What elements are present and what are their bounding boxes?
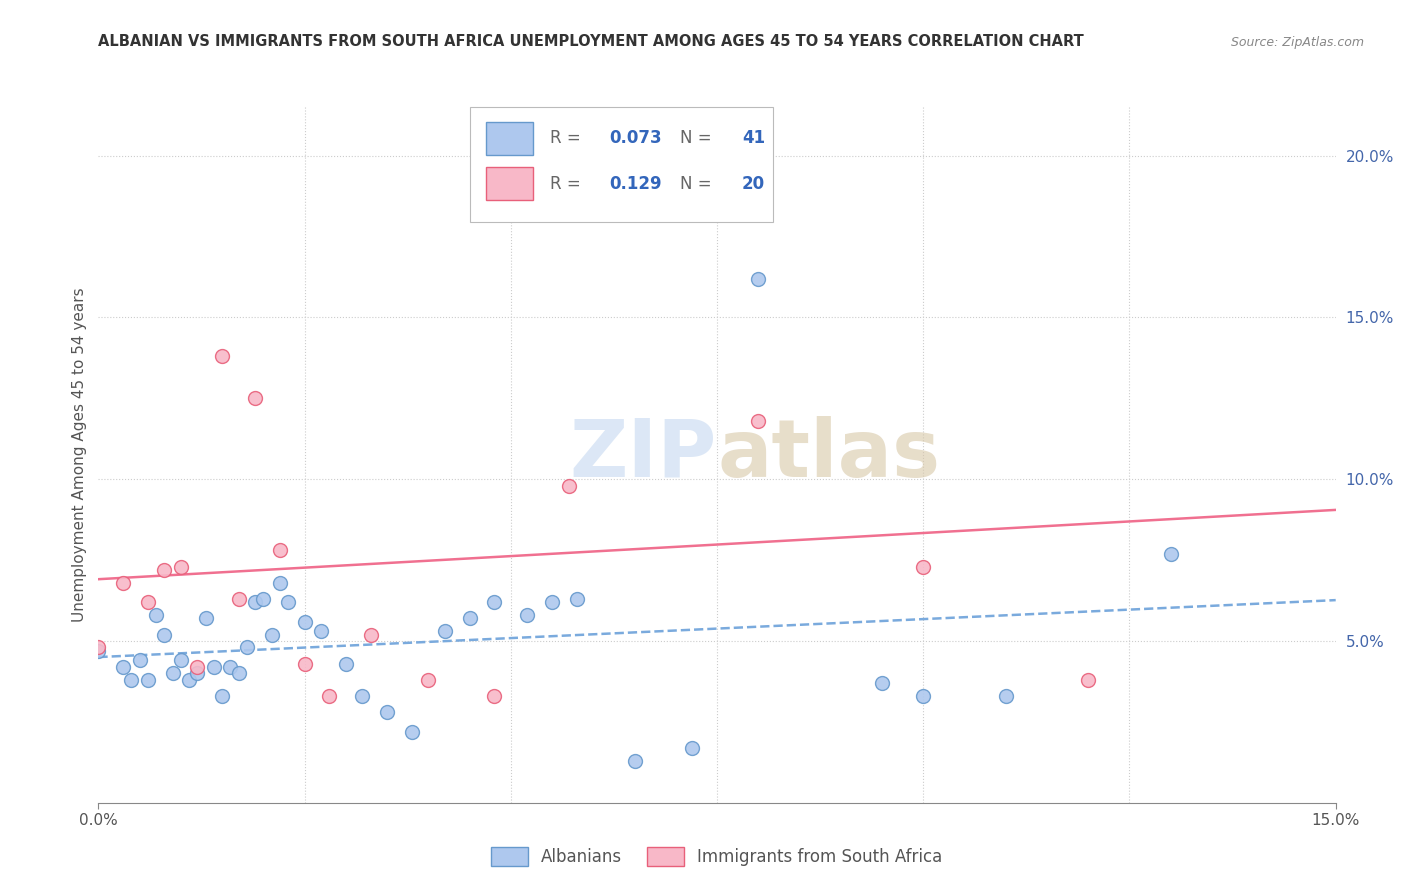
Point (153, 627, 176, 641)
Text: N =: N = (681, 175, 717, 193)
Point (516, 608, 538, 623)
Point (87, 640, 110, 655)
Point (194, 611, 217, 625)
Point (681, 740, 703, 755)
Point (202, 660, 225, 674)
Point (1160, 547, 1182, 561)
Point (170, 559, 193, 574)
Point (994, 689, 1017, 703)
Point (418, 673, 440, 687)
Legend: Albanians, Immigrants from South Africa: Albanians, Immigrants from South Africa (484, 838, 950, 874)
Point (170, 653, 193, 667)
Point (912, 559, 935, 574)
FancyBboxPatch shape (470, 107, 773, 222)
Point (360, 627, 382, 641)
Point (136, 673, 159, 687)
Point (136, 595, 159, 609)
Point (120, 673, 142, 687)
Point (294, 615, 316, 629)
FancyBboxPatch shape (485, 121, 533, 155)
Point (145, 608, 167, 623)
Point (186, 666, 208, 681)
Point (623, 754, 645, 768)
Point (128, 653, 150, 667)
Point (433, 624, 456, 639)
Text: 0.129: 0.129 (609, 175, 662, 193)
Point (112, 575, 135, 590)
Point (162, 666, 184, 681)
Point (484, 689, 506, 703)
Text: ZIP: ZIP (569, 416, 717, 494)
Text: N =: N = (681, 129, 717, 147)
Point (243, 595, 266, 609)
FancyBboxPatch shape (485, 167, 533, 201)
Text: R =: R = (550, 129, 586, 147)
Point (870, 676, 893, 690)
Point (294, 657, 316, 671)
Point (112, 660, 135, 674)
Point (747, 414, 769, 428)
Point (541, 595, 564, 609)
Point (211, 689, 233, 703)
Point (211, 349, 233, 363)
Point (375, 705, 398, 719)
Point (252, 591, 274, 606)
Point (565, 591, 588, 606)
Point (269, 543, 291, 558)
Point (623, 187, 645, 202)
Point (912, 689, 935, 703)
Text: 20: 20 (742, 175, 765, 193)
Text: Source: ZipAtlas.com: Source: ZipAtlas.com (1230, 36, 1364, 49)
Point (309, 624, 332, 639)
Point (260, 627, 283, 641)
Point (87, 643, 110, 657)
Point (179, 673, 201, 687)
Point (401, 724, 423, 739)
Point (219, 660, 242, 674)
Point (1077, 673, 1099, 687)
Point (236, 640, 259, 655)
Point (228, 591, 250, 606)
Y-axis label: Unemployment Among Ages 45 to 54 years: Unemployment Among Ages 45 to 54 years (72, 287, 87, 623)
Text: atlas: atlas (717, 416, 941, 494)
Point (352, 689, 374, 703)
Point (186, 660, 208, 674)
Text: R =: R = (550, 175, 586, 193)
Point (318, 689, 340, 703)
Text: 41: 41 (742, 129, 765, 147)
Text: ALBANIAN VS IMMIGRANTS FROM SOUTH AFRICA UNEMPLOYMENT AMONG AGES 45 TO 54 YEARS : ALBANIAN VS IMMIGRANTS FROM SOUTH AFRICA… (98, 34, 1084, 49)
Point (153, 563, 176, 577)
Point (335, 657, 357, 671)
Point (269, 575, 291, 590)
Point (277, 595, 299, 609)
Point (228, 666, 250, 681)
Point (747, 271, 769, 285)
Point (484, 595, 506, 609)
Point (243, 392, 266, 406)
Point (458, 611, 481, 625)
Point (557, 478, 579, 492)
Text: 0.073: 0.073 (609, 129, 662, 147)
